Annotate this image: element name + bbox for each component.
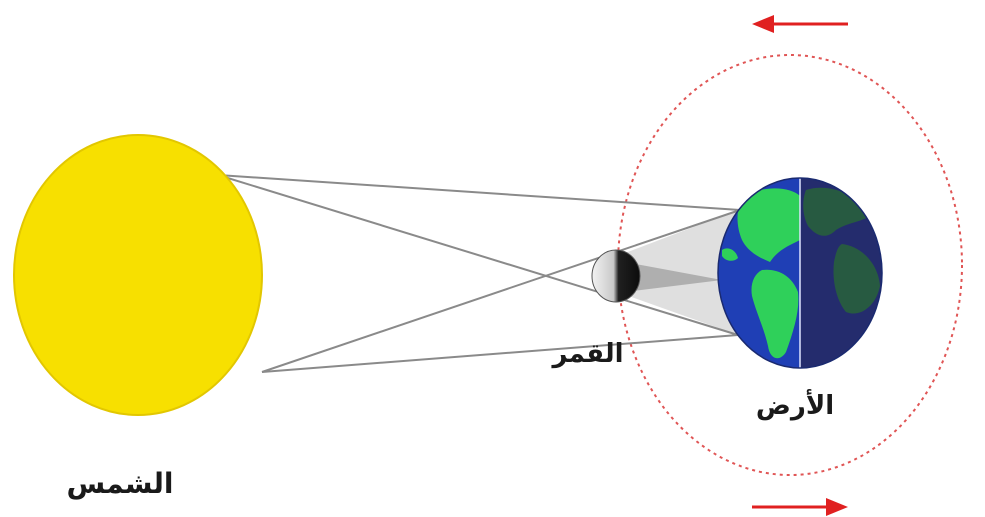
arrow-left-icon	[752, 15, 848, 33]
moon	[591, 249, 641, 303]
arrow-right-icon	[752, 498, 848, 516]
sun	[13, 134, 263, 416]
earth	[717, 177, 883, 369]
moon-orbit	[617, 54, 963, 476]
sun-rays	[217, 174, 741, 373]
sun-label: الشمس	[67, 467, 174, 500]
moon-label: القمر	[551, 339, 624, 369]
earth-label: الأرض	[756, 389, 834, 421]
umbra-shadow	[625, 262, 722, 292]
